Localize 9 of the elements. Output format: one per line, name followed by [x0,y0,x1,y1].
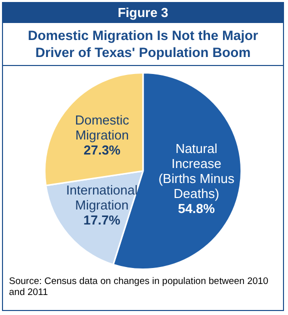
caption: Figure 3 [3,3,283,23]
slice-label: Domestic Migration [74,112,130,142]
slice-label: International Migration [66,182,138,213]
source-note: Source: Census data on changes in population between 2010 and 2011 [8,276,270,298]
data-label: 17.7% [83,212,121,228]
chart-title: Domestic Migration Is Not the Major Driver of Texas' Population Boom [26,27,260,61]
slice-label: Natural Increase (Births Minus Deaths) [158,140,235,201]
data-label: 27.3% [84,142,121,158]
data-label: 54.8% [178,200,216,216]
